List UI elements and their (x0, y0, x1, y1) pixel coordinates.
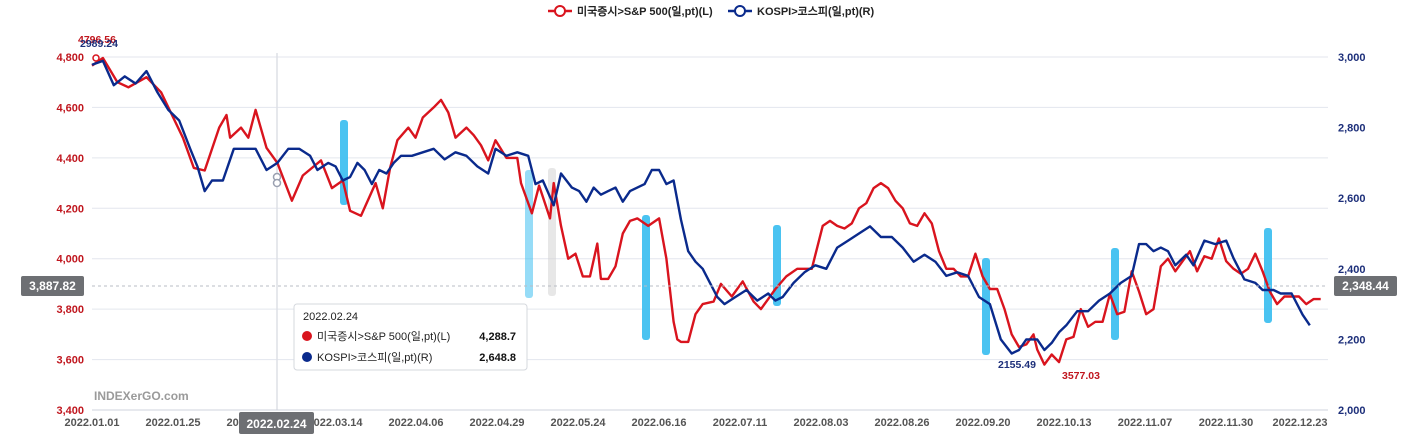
tooltip-label-0: 미국증시>S&P 500(일,pt)(L) (317, 329, 450, 343)
chart-legend: 미국증시>S&P 500(일,pt)(L) KOSPI>코스피(일,pt)(R) (548, 4, 875, 18)
watermark: INDEXerGO.com (94, 389, 189, 403)
tooltip-marker-0 (302, 331, 312, 341)
annotation-label: 2989.24 (80, 38, 118, 50)
crosshair-flag-right (1334, 276, 1397, 296)
tooltip-value-0: 4,288.7 (479, 331, 516, 343)
highlight-band (525, 170, 533, 298)
legend-label-0: 미국증시>S&P 500(일,pt)(L) (577, 4, 713, 18)
tooltip-date: 2022.02.24 (303, 311, 358, 323)
x-tick: 2022.03.14 (307, 417, 363, 429)
tooltip-marker-1 (302, 352, 312, 362)
legend-marker-1 (734, 5, 746, 17)
x-tick: 2022.08.26 (874, 417, 929, 429)
tooltip-box (293, 303, 528, 371)
annotation-label: 3577.03 (1062, 370, 1100, 382)
highlight-band (1264, 228, 1272, 323)
y-right-tick: 2,600 (1338, 193, 1366, 205)
highlight-band (773, 225, 781, 306)
axes: 3,400 3,600 3,800 4,000 4,200 4,400 4,600 4,800… (56, 52, 1365, 429)
y-left-tick: 4,200 (56, 203, 84, 215)
tooltip-label-1: KOSPI>코스피(일,pt)(R) (317, 350, 432, 364)
x-tick: 2022.09.20 (955, 417, 1010, 429)
annotation-label: 2155.49 (998, 359, 1036, 371)
crosshair-horizontal: 3,887.82 2,348.44 2022.02.24 (21, 276, 1397, 434)
y-right-tick: 2,800 (1338, 123, 1366, 135)
max-marker (92, 54, 100, 62)
y-right-tick: 2,200 (1338, 334, 1366, 346)
highlight-bands (340, 120, 1272, 355)
highlight-band (1111, 248, 1119, 340)
x-tick: 2022.11.30 (1199, 417, 1253, 429)
x-tick: 2022.11.07 (1118, 417, 1172, 429)
y-left-tick: 3,600 (56, 355, 84, 367)
legend-marker-0 (554, 5, 566, 17)
y-left-tick: 3,800 (56, 304, 84, 316)
highlight-band (340, 120, 348, 205)
y-left-tick: 4,400 (56, 153, 84, 165)
x-tick: 2022.06.16 (631, 417, 686, 429)
annotation-label: 4796.56 (78, 34, 116, 46)
y-left-tick: 4,000 (56, 254, 84, 266)
hover-marker-left (272, 178, 282, 188)
x-tick: 2022.01.01 (64, 417, 119, 429)
x-tick: 2022.08.03 (793, 417, 848, 429)
crosshair-x-label: 2022.02.24 (246, 417, 306, 431)
crosshair-left-label: 3,887.82 (29, 279, 76, 293)
highlight-band (642, 215, 650, 340)
series-line-0 (91, 56, 1321, 366)
highlight-band (982, 258, 990, 355)
x-tick: 2022.01.25 (145, 417, 200, 429)
y-left-tick: 4,800 (56, 52, 84, 64)
series-line-1 (91, 59, 1311, 355)
legend-label-1: KOSPI>코스피(일,pt)(R) (757, 4, 875, 18)
x-tick: 2022.04.29 (469, 417, 524, 429)
y-right-tick: 3,000 (1338, 52, 1366, 64)
x-tick: 2022.05.24 (550, 417, 606, 429)
tooltip-value-1: 2,648.8 (479, 352, 516, 364)
x-tick: 2022.07.11 (713, 417, 767, 429)
watermark-text: INDEXerGO.com (94, 389, 189, 403)
y-left-tick: 4,600 (56, 102, 84, 114)
x-tick: 2022.04.06 (388, 417, 443, 429)
crosshair-flag-x (239, 412, 314, 434)
y-right-tick: 2,400 (1338, 264, 1366, 276)
series-lines (91, 56, 1321, 366)
crosshair-flag-left (21, 276, 84, 296)
crosshair-right-label: 2,348.44 (1342, 279, 1389, 293)
x-tick: 2022.12.23 (1272, 417, 1327, 429)
x-tick: 2022.10.13 (1036, 417, 1091, 429)
tooltip: 2022.02.24 미국증시>S&P 500(일,pt)(L) 4,288.7 KO… (293, 303, 528, 371)
y-right-tick: 2,000 (1338, 405, 1366, 417)
y-left-tick: 3,400 (56, 405, 84, 417)
